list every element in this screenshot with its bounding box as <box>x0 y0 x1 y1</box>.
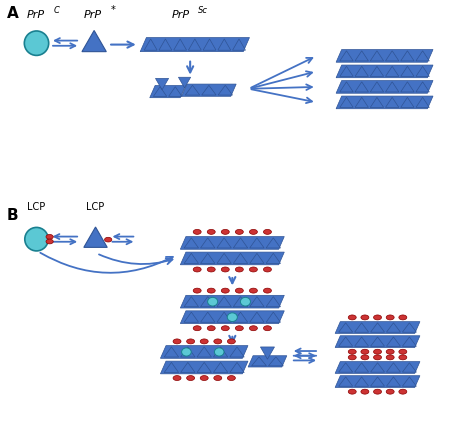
Text: PrP: PrP <box>83 10 101 20</box>
Polygon shape <box>182 84 236 96</box>
Ellipse shape <box>214 339 222 344</box>
Text: LCP: LCP <box>86 202 105 212</box>
Ellipse shape <box>207 326 215 331</box>
Ellipse shape <box>227 313 237 321</box>
Ellipse shape <box>236 267 243 272</box>
Ellipse shape <box>228 375 236 381</box>
Ellipse shape <box>200 339 208 344</box>
Text: B: B <box>7 208 18 223</box>
Ellipse shape <box>264 288 272 293</box>
Polygon shape <box>336 96 433 109</box>
Ellipse shape <box>105 237 112 242</box>
Ellipse shape <box>361 355 369 360</box>
Ellipse shape <box>361 389 369 394</box>
Polygon shape <box>160 361 248 374</box>
Polygon shape <box>180 295 284 308</box>
Ellipse shape <box>399 315 407 320</box>
Ellipse shape <box>264 230 272 234</box>
Ellipse shape <box>249 230 257 234</box>
Text: Sc: Sc <box>199 6 209 15</box>
Ellipse shape <box>240 297 250 306</box>
Ellipse shape <box>46 239 53 244</box>
Ellipse shape <box>236 230 243 234</box>
Polygon shape <box>335 376 420 387</box>
Polygon shape <box>335 336 420 347</box>
Ellipse shape <box>193 267 201 272</box>
Ellipse shape <box>46 235 53 239</box>
Polygon shape <box>160 346 248 358</box>
Text: *: * <box>110 6 115 15</box>
Ellipse shape <box>249 267 257 272</box>
Ellipse shape <box>193 230 201 234</box>
Ellipse shape <box>374 315 382 320</box>
Polygon shape <box>336 81 433 93</box>
Ellipse shape <box>374 389 382 394</box>
Ellipse shape <box>264 267 272 272</box>
Ellipse shape <box>221 230 229 234</box>
Ellipse shape <box>236 326 243 331</box>
Ellipse shape <box>200 375 208 381</box>
Ellipse shape <box>399 389 407 394</box>
Ellipse shape <box>221 267 229 272</box>
Text: PrP: PrP <box>27 10 45 20</box>
Ellipse shape <box>25 227 48 251</box>
Polygon shape <box>178 77 191 88</box>
Ellipse shape <box>207 230 215 234</box>
Ellipse shape <box>249 288 257 293</box>
Ellipse shape <box>236 288 243 293</box>
Ellipse shape <box>173 375 181 381</box>
Polygon shape <box>84 227 107 248</box>
Polygon shape <box>180 311 284 323</box>
Ellipse shape <box>221 288 229 293</box>
Ellipse shape <box>187 375 195 381</box>
Ellipse shape <box>399 355 407 360</box>
Ellipse shape <box>214 375 222 381</box>
Ellipse shape <box>386 315 394 320</box>
Ellipse shape <box>221 326 229 331</box>
Ellipse shape <box>228 339 236 344</box>
Text: C: C <box>54 6 60 15</box>
Ellipse shape <box>348 349 356 354</box>
Ellipse shape <box>207 288 215 293</box>
Ellipse shape <box>386 389 394 394</box>
Ellipse shape <box>348 355 356 360</box>
Polygon shape <box>140 38 249 51</box>
Ellipse shape <box>264 326 272 331</box>
Polygon shape <box>180 252 284 265</box>
Ellipse shape <box>399 349 407 354</box>
Polygon shape <box>260 347 274 359</box>
Ellipse shape <box>208 297 218 306</box>
Ellipse shape <box>182 348 191 356</box>
Ellipse shape <box>249 326 257 331</box>
Ellipse shape <box>214 348 224 356</box>
Polygon shape <box>150 85 186 98</box>
Ellipse shape <box>187 339 195 344</box>
Polygon shape <box>248 356 287 367</box>
Ellipse shape <box>207 267 215 272</box>
Ellipse shape <box>374 349 382 354</box>
Ellipse shape <box>173 339 181 344</box>
Polygon shape <box>336 49 433 62</box>
Ellipse shape <box>348 315 356 320</box>
Ellipse shape <box>193 288 201 293</box>
Polygon shape <box>82 30 106 51</box>
Ellipse shape <box>193 326 201 331</box>
Ellipse shape <box>348 389 356 394</box>
Text: LCP: LCP <box>27 202 46 212</box>
Polygon shape <box>180 236 284 249</box>
Ellipse shape <box>361 315 369 320</box>
Polygon shape <box>335 322 420 333</box>
Polygon shape <box>155 79 169 90</box>
Ellipse shape <box>386 349 394 354</box>
Ellipse shape <box>24 31 49 55</box>
Text: PrP: PrP <box>172 10 190 20</box>
Text: A: A <box>7 6 18 21</box>
Ellipse shape <box>361 349 369 354</box>
Polygon shape <box>335 362 420 373</box>
Ellipse shape <box>374 355 382 360</box>
Ellipse shape <box>386 355 394 360</box>
Polygon shape <box>336 65 433 78</box>
